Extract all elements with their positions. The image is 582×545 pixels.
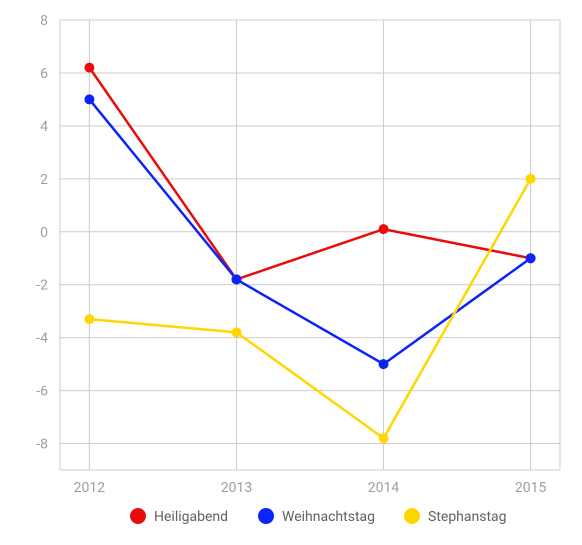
series-point (379, 433, 389, 443)
x-tick-label: 2014 (368, 480, 400, 496)
y-tick-label: 0 (40, 225, 48, 241)
y-tick-label: 8 (40, 13, 48, 29)
y-tick-label: 4 (40, 119, 48, 135)
y-tick-label: -6 (36, 384, 48, 400)
legend: Heiligabend Weihnachtstag Stephanstag (130, 508, 507, 525)
legend-marker (258, 508, 274, 524)
legend-marker (404, 508, 420, 524)
series-point (379, 224, 389, 234)
y-tick-label: -2 (36, 278, 48, 294)
y-tick-label: -4 (36, 331, 48, 347)
legend-label: Heiligabend (154, 509, 228, 525)
x-tick-label: 2013 (221, 480, 252, 496)
series-point (84, 94, 94, 104)
legend-label: Stephanstag (428, 509, 507, 525)
x-tick-label: 2015 (515, 480, 547, 496)
series-point (379, 359, 389, 369)
legend-label: Weihnachtstag (282, 509, 375, 525)
series-point (231, 327, 241, 337)
y-tick-label: -8 (36, 437, 48, 453)
series-point (84, 63, 94, 73)
series-point (231, 274, 241, 284)
chart-svg: -8 -6 -4 -2 0 2 4 6 8 2012 2013 2014 2015 Heiligabend… (0, 0, 582, 545)
y-tick-label: 2 (40, 172, 48, 188)
series-point (84, 314, 94, 324)
line-chart: -8 -6 -4 -2 0 2 4 6 8 2012 2013 2014 2015 Heiligabend… (0, 0, 582, 545)
series-point (526, 253, 536, 263)
x-tick-label: 2012 (74, 480, 106, 496)
y-tick-label: 6 (40, 66, 48, 82)
series-point (526, 174, 536, 184)
legend-marker (130, 508, 146, 524)
